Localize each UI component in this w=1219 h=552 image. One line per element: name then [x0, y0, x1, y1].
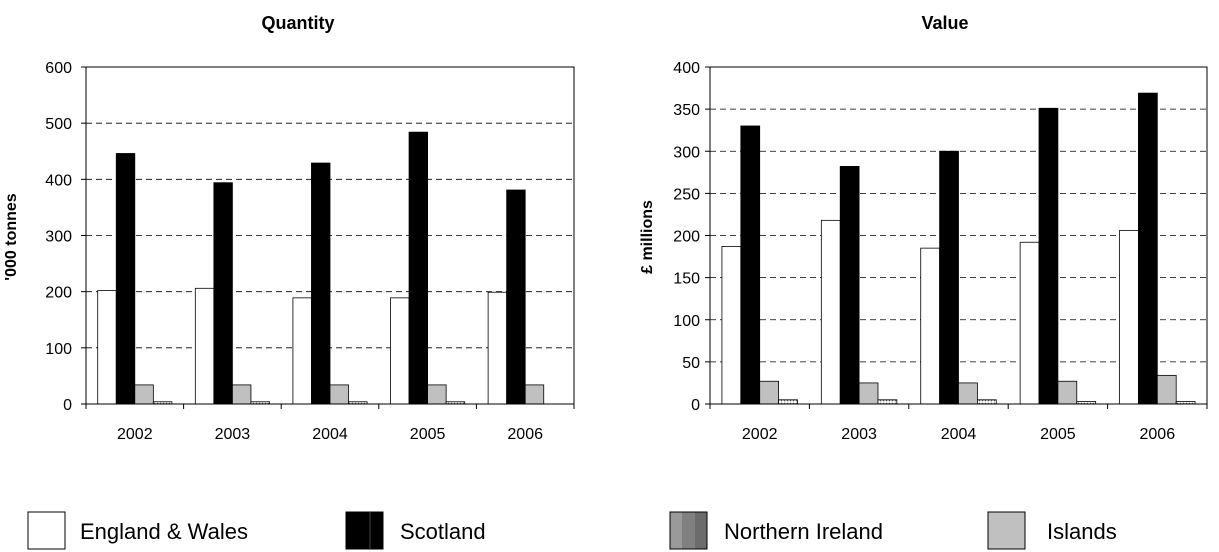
quantity-bar-islands-2002: [134, 384, 154, 405]
quantity-bar-scotland-2006: [506, 189, 526, 405]
quantity-axes: [81, 66, 575, 409]
value-y-tick-label: 0: [691, 397, 700, 414]
quantity-x-tick-label-2005: 2005: [410, 426, 446, 443]
value-y-tick-label: 50: [682, 355, 700, 372]
quantity-y-tick-labels: 0 100 200 300 400 500 600: [45, 60, 72, 414]
value-bar-islands-2004: [958, 382, 978, 405]
value-bar-islands-2005: [1057, 380, 1078, 405]
quantity-x-tick-label-2002: 2002: [117, 426, 153, 443]
quantity-y-tick-label: 0: [63, 397, 72, 414]
quantity-x-tick-label-2003: 2003: [215, 426, 251, 443]
value-y-tick-label: 100: [673, 313, 700, 330]
quantity-bar-scotland-2003: [213, 182, 233, 405]
value-y-tick-label: 400: [673, 60, 700, 77]
quantity-chart: Quantity '000 tonnes 0 100 200 300 400 500 600…: [3, 13, 575, 443]
value-bar-islands-2002: [759, 380, 779, 405]
legend-item-islands: Islands: [987, 511, 1117, 550]
value-bar-northern-ireland-2004: [976, 399, 997, 405]
value-y-tick-label: 350: [673, 102, 700, 119]
value-bar-northern-ireland-2003: [877, 399, 898, 405]
legend: England & Wales Scotland Northern Irelan…: [27, 511, 1117, 550]
value-y-tick-labels: 0 50 100 150 200 250 300 350 400: [673, 60, 700, 414]
quantity-y-tick-label: 400: [45, 172, 72, 189]
legend-swatch-england-wales: [27, 511, 66, 550]
value-bar-england-wales-2002: [721, 246, 742, 405]
value-x-tick-label-2006: 2006: [1140, 426, 1176, 443]
quantity-bar-islands-2004: [329, 384, 349, 405]
quantity-bar-scotland-2002: [115, 153, 136, 405]
quantity-y-tick-label: 600: [45, 60, 72, 77]
value-x-tick-label-2003: 2003: [841, 426, 877, 443]
quantity-bar-england-wales-2002: [97, 290, 117, 405]
value-bar-scotland-2003: [839, 166, 860, 405]
quantity-chart-title: Quantity: [261, 13, 334, 33]
value-y-tick-label: 250: [673, 186, 700, 203]
value-x-tick-label-2005: 2005: [1040, 426, 1076, 443]
quantity-bar-islands-2006: [524, 384, 545, 405]
quantity-x-tick-label-2004: 2004: [312, 426, 348, 443]
quantity-bar-scotland-2004: [311, 162, 331, 405]
value-x-tick-labels: 2002 2003 2004 2005 2006: [742, 426, 1175, 443]
quantity-bar-england-wales-2005: [390, 297, 410, 405]
value-bar-scotland-2005: [1038, 107, 1059, 405]
legend-item-scotland: Scotland: [345, 511, 486, 550]
value-y-tick-label: 150: [673, 271, 700, 288]
quantity-bar-england-wales-2004: [292, 297, 312, 405]
value-bar-england-wales-2006: [1119, 230, 1139, 405]
value-y-axis-label: £ millions: [639, 200, 656, 274]
quantity-plot-frame: [85, 66, 575, 405]
value-bar-islands-2006: [1156, 374, 1177, 405]
quantity-x-tick-labels: 2002 2003 2004 2005 2006: [117, 426, 543, 443]
quantity-bar-england-wales-2006: [487, 291, 508, 405]
value-y-tick-label: 300: [673, 144, 700, 161]
value-bar-northern-ireland-2002: [778, 399, 798, 405]
legend-label-islands: Islands: [1047, 519, 1117, 544]
legend-swatch-islands: [987, 511, 1026, 550]
value-bar-england-wales-2005: [1019, 241, 1040, 405]
legend-item-northern-ireland: Northern Ireland: [669, 511, 883, 550]
legend-label-scotland: Scotland: [400, 519, 486, 544]
quantity-y-tick-label: 200: [45, 285, 72, 302]
quantity-bar-scotland-2005: [408, 131, 429, 405]
value-bar-england-wales-2003: [820, 219, 841, 405]
value-bar-scotland-2004: [939, 150, 959, 405]
legend-item-england-wales: England & Wales: [27, 511, 248, 550]
value-x-tick-label-2002: 2002: [742, 426, 778, 443]
value-bar-islands-2003: [858, 382, 879, 405]
legend-label-northern-ireland: Northern Ireland: [724, 519, 883, 544]
quantity-bar-england-wales-2003: [194, 287, 215, 405]
value-bars: [721, 92, 1196, 405]
quantity-x-tick-label-2006: 2006: [507, 426, 543, 443]
value-bar-scotland-2002: [740, 125, 761, 405]
value-bar-england-wales-2004: [920, 247, 941, 405]
value-axes: [705, 66, 1208, 409]
value-chart-title: Value: [921, 13, 968, 33]
value-plot-frame: [709, 66, 1208, 405]
value-x-tick-label-2004: 2004: [941, 426, 977, 443]
quantity-y-tick-label: 500: [45, 116, 72, 133]
quantity-bar-islands-2005: [427, 384, 447, 405]
legend-swatch-scotland: [345, 511, 384, 550]
quantity-y-tick-label: 100: [45, 341, 72, 358]
value-y-tick-label: 200: [673, 229, 700, 246]
quantity-y-axis-label: '000 tonnes: [3, 193, 20, 280]
quantity-bar-islands-2003: [231, 384, 252, 405]
value-chart: Value £ millions 0 50 100 150 200 250 300 350 40…: [639, 13, 1208, 443]
legend-label-england-wales: England & Wales: [80, 519, 248, 544]
quantity-bars: [97, 131, 545, 405]
value-bar-scotland-2006: [1138, 92, 1158, 405]
quantity-y-tick-label: 300: [45, 229, 72, 246]
